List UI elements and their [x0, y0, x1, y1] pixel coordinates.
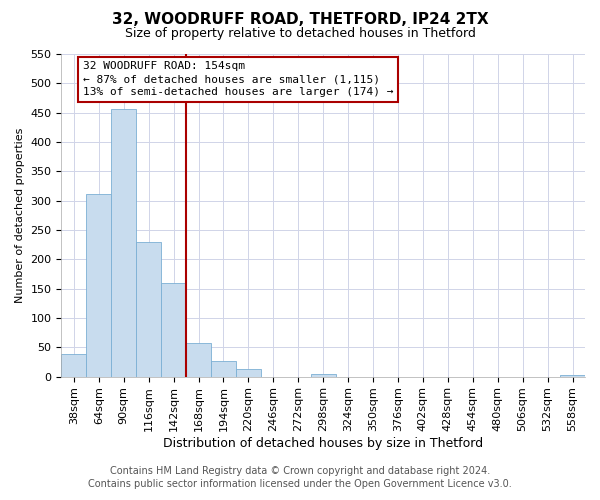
X-axis label: Distribution of detached houses by size in Thetford: Distribution of detached houses by size … — [163, 437, 483, 450]
Bar — [211, 362, 236, 376]
Text: 32 WOODRUFF ROAD: 154sqm
← 87% of detached houses are smaller (1,115)
13% of sem: 32 WOODRUFF ROAD: 154sqm ← 87% of detach… — [83, 61, 393, 98]
Bar — [236, 369, 261, 376]
Text: 32, WOODRUFF ROAD, THETFORD, IP24 2TX: 32, WOODRUFF ROAD, THETFORD, IP24 2TX — [112, 12, 488, 28]
Bar — [161, 283, 186, 376]
Bar — [111, 108, 136, 376]
Bar — [61, 354, 86, 376]
Y-axis label: Number of detached properties: Number of detached properties — [15, 128, 25, 303]
Text: Size of property relative to detached houses in Thetford: Size of property relative to detached ho… — [125, 28, 475, 40]
Bar — [136, 242, 161, 376]
Text: Contains HM Land Registry data © Crown copyright and database right 2024.
Contai: Contains HM Land Registry data © Crown c… — [88, 466, 512, 489]
Bar — [86, 194, 111, 376]
Bar — [311, 374, 335, 376]
Bar — [186, 343, 211, 376]
